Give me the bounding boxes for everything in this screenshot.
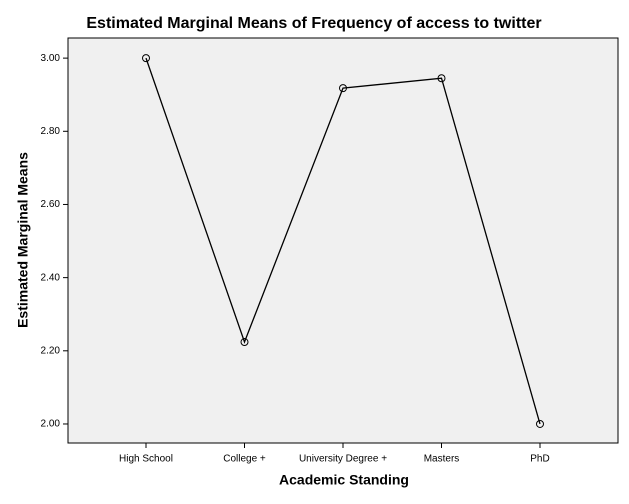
- x-tick-label: Masters: [424, 454, 460, 465]
- y-axis-title: Estimated Marginal Means: [15, 152, 31, 328]
- plot-area: [67, 37, 619, 444]
- x-tick-label: College +: [223, 454, 266, 465]
- line: [145, 57, 541, 425]
- point: [437, 74, 446, 83]
- x-tick-label: University Degree +: [299, 454, 387, 465]
- point: [240, 338, 249, 347]
- point: [142, 54, 150, 63]
- y-tick-label: 3.00: [41, 53, 61, 64]
- x-tick-label: PhD: [530, 454, 549, 465]
- x-tick-label: High School: [119, 454, 173, 465]
- y-tick-label: 2.00: [41, 419, 61, 430]
- y-tick-label: 2.20: [41, 345, 61, 356]
- y-tick-label: 2.60: [41, 199, 61, 210]
- chart-title: Estimated Marginal Means of Frequency of…: [86, 15, 541, 32]
- y-tick-label: 2.40: [41, 272, 61, 283]
- point: [339, 84, 347, 93]
- x-axis-title: Academic Standing: [279, 472, 409, 488]
- point: [536, 419, 544, 428]
- y-tick-label: 2.80: [41, 126, 61, 137]
